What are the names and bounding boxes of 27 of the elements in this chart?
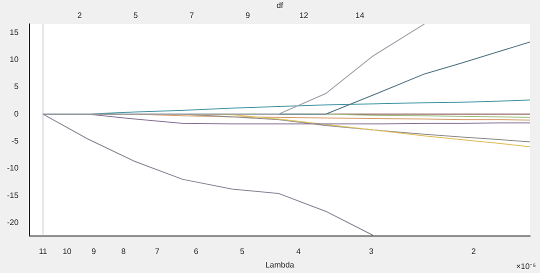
text: 2 (77, 11, 82, 20)
text: 14 (355, 11, 365, 20)
text: 7 (189, 11, 194, 20)
y-tick-label: -5 (11, 136, 20, 146)
text: ×10⁻⁵ (516, 262, 536, 272)
y-tick-label: 0 (14, 109, 20, 118)
x-tick-label: 7 (154, 246, 160, 256)
x-tick-label: 5 (240, 246, 245, 256)
text: df (276, 1, 284, 10)
x-tick-label: 4 (296, 246, 302, 256)
y-tick-label: -15 (7, 190, 20, 200)
text: 12 (299, 11, 309, 20)
x-tick-label: 3 (368, 246, 374, 256)
y-tick-label: 15 (10, 28, 20, 37)
x-tick-label: 11 (38, 246, 48, 256)
x-axis-title: Lambda (265, 260, 295, 270)
x-tick-label: 8 (121, 246, 126, 256)
text: 5 (133, 11, 138, 20)
x-tick-label: 9 (91, 246, 96, 256)
text: 9 (246, 11, 251, 20)
y-tick-label: 10 (10, 55, 20, 64)
x-tick-label: 6 (194, 246, 199, 256)
x-tick-label: 2 (471, 246, 476, 256)
y-tick-label: -20 (7, 218, 20, 227)
y-tick-label: 5 (14, 82, 20, 92)
y-tick-label: -10 (7, 164, 20, 173)
x-tick-label: 10 (62, 246, 72, 256)
